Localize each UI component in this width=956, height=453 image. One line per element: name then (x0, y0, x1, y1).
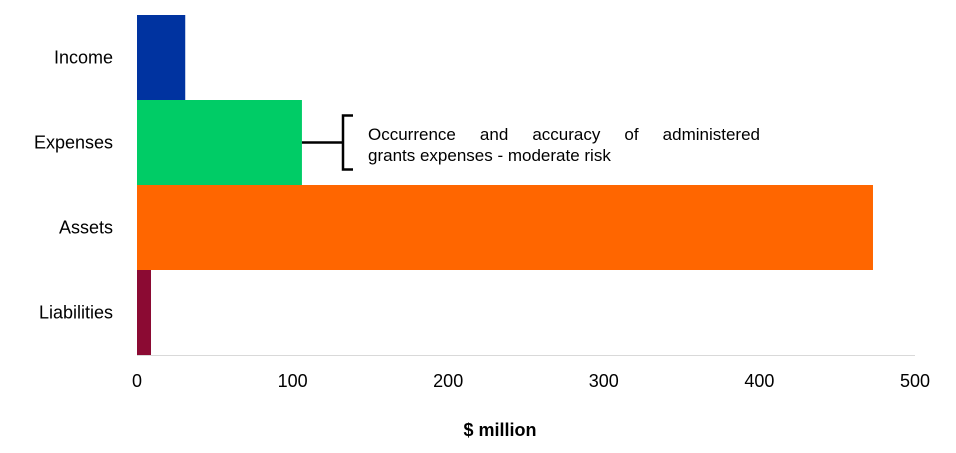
bar-expenses (137, 100, 302, 185)
annotation-text: Occurrence and accuracy of administered … (368, 124, 760, 166)
annotation-line-1: Occurrence and accuracy of administered (368, 125, 760, 144)
x-tick-labels: 0 100 200 300 400 500 (132, 371, 930, 391)
category-label-expenses: Expenses (34, 133, 113, 153)
bars (137, 15, 873, 355)
x-tick-label: 0 (132, 371, 142, 391)
x-tick-label: 300 (589, 371, 619, 391)
category-labels: Income Expenses Assets Liabilities (34, 48, 113, 323)
x-tick-label: 500 (900, 371, 930, 391)
x-tick-label: 200 (433, 371, 463, 391)
annotation-bracket (301, 114, 353, 171)
annotation-bracket-line (301, 114, 353, 171)
category-label-assets: Assets (59, 218, 113, 238)
x-tick-label: 400 (744, 371, 774, 391)
x-axis-title: $ million (463, 420, 536, 440)
bar-liabilities (137, 270, 152, 355)
category-label-income: Income (54, 48, 113, 68)
bar-income (137, 15, 186, 100)
x-tick-label: 100 (278, 371, 308, 391)
annotation-line-2: grants expenses - moderate risk (368, 146, 611, 165)
category-label-liabilities: Liabilities (39, 303, 113, 323)
bar-assets (137, 185, 873, 270)
